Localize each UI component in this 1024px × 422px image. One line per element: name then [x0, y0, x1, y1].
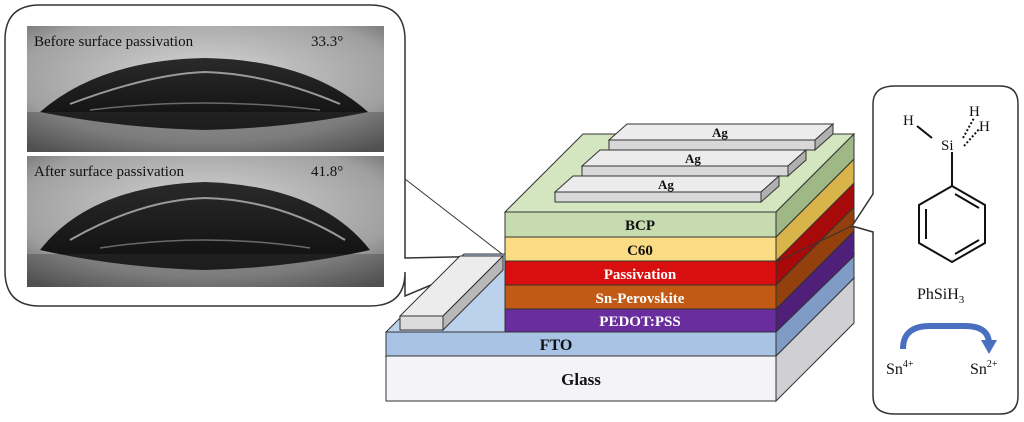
- glass-layer: [385, 355, 777, 402]
- pedot-label: PEDOT:PSS: [599, 314, 680, 330]
- h-atom-label-right: H: [979, 119, 990, 135]
- reduction-arrow-head: [981, 340, 997, 354]
- perovskite-layer: [504, 284, 777, 310]
- phenylsilane-structure: [916, 117, 986, 264]
- before-droplet-photo: [27, 26, 384, 152]
- h-atom-label-top: H: [969, 104, 980, 120]
- passivation-label: Passivation: [604, 267, 677, 283]
- glass-label: Glass: [561, 370, 601, 389]
- after-caption: After surface passivation: [34, 164, 184, 180]
- reduction-arrow: [900, 323, 992, 350]
- callout-leader-line: [404, 178, 503, 255]
- h-atom-label-left: H: [903, 113, 914, 129]
- si-atom-label: Si: [941, 138, 954, 154]
- passivation-layer: [504, 260, 777, 286]
- before-caption: Before surface passivation: [34, 34, 194, 50]
- perovskite-label: Sn-Perovskite: [596, 291, 685, 307]
- sn4-label: Sn4+: [886, 359, 914, 378]
- molecule-name: PhSiH3: [917, 286, 965, 306]
- device-stack: Glass FTO PEDOT:PSS Sn-Perovskite Passiv…: [384, 122, 856, 403]
- ag-label-1: Ag: [712, 125, 728, 140]
- bcp-label: BCP: [625, 218, 655, 234]
- ag-electrode-3: Ag: [553, 174, 781, 204]
- after-angle-value: 41.8°: [311, 164, 343, 180]
- molecule-panel: Si H H H PhSiH3 Sn4+ Sn2+: [775, 85, 1019, 415]
- ag-electrode-1: Ag: [607, 122, 835, 152]
- bcp-layer: [504, 211, 777, 238]
- contact-angle-panel: Before surface passivation 33.3° After s…: [4, 4, 503, 307]
- fto-layer: [385, 331, 777, 357]
- c60-layer: [504, 236, 777, 262]
- before-angle-value: 33.3°: [311, 34, 343, 50]
- molecule-leader-line: [775, 225, 853, 263]
- fto-label: FTO: [540, 337, 573, 354]
- after-droplet-photo: [27, 156, 384, 287]
- sn2-label: Sn2+: [970, 359, 998, 378]
- ag-label-2: Ag: [685, 151, 701, 166]
- ag-label-3: Ag: [658, 177, 674, 192]
- c60-label: C60: [627, 243, 653, 259]
- fto-contact-bar: [399, 315, 444, 331]
- ag-electrode-2: Ag: [580, 148, 808, 178]
